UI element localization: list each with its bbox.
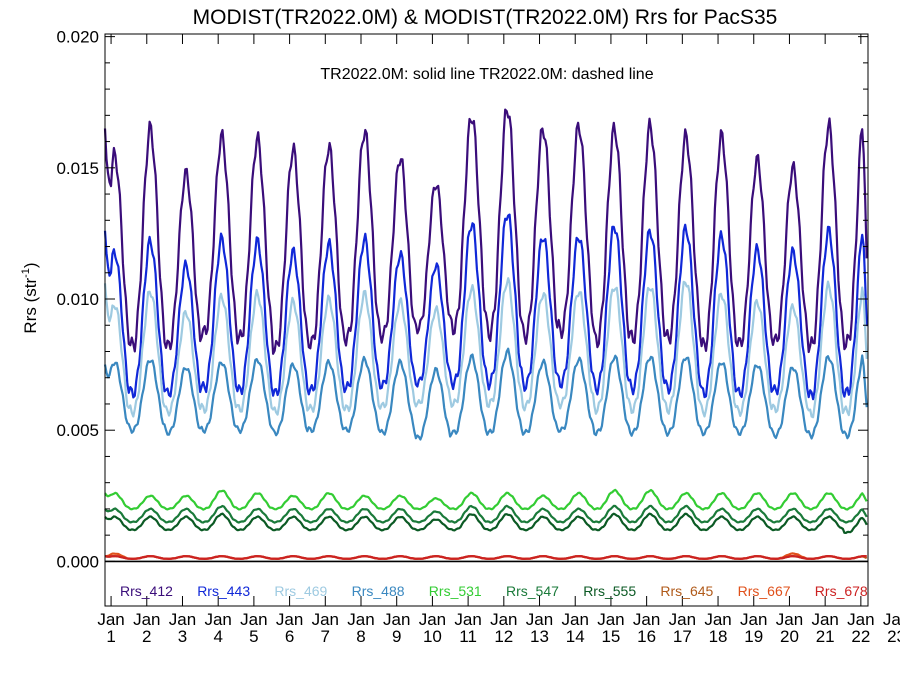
x-tick-label-month: Jan bbox=[169, 610, 196, 629]
x-tick-label-month: Jan bbox=[133, 610, 160, 629]
x-tick-label-month: Jan bbox=[704, 610, 731, 629]
x-tick-label-month: Jan bbox=[419, 610, 446, 629]
series-line-rrs-547 bbox=[104, 504, 868, 524]
x-tick-label-month: Jan bbox=[776, 610, 803, 629]
series-line-rrs-531 bbox=[104, 488, 868, 511]
legend: Rrs_412 Rrs_443 Rrs_469 Rrs_488 Rrs_531 Rrs_5… bbox=[120, 583, 868, 599]
plot-frame bbox=[104, 33, 869, 607]
x-ticks: Jan1Jan2Jan3Jan4Jan5Jan6Jan7Jan8Jan9Jan1… bbox=[97, 34, 900, 646]
x-tick-label-month: Jan bbox=[847, 610, 874, 629]
x-tick-label-year: 16 bbox=[637, 627, 656, 646]
series-line-rrs-555 bbox=[104, 512, 868, 534]
legend-item-rrs-547: Rrs_547 bbox=[506, 583, 559, 599]
x-tick-label-year: 8 bbox=[356, 627, 365, 646]
y-tick-label: 0.005 bbox=[56, 421, 99, 440]
legend-item-rrs-678: Rrs_678 bbox=[815, 583, 868, 599]
x-tick-label-month: Jan bbox=[490, 610, 517, 629]
series-line-rrs-412 bbox=[103, 108, 868, 355]
plot-area bbox=[103, 108, 868, 563]
y-axis-label-main: Rrs (str bbox=[21, 278, 40, 334]
x-tick-label-year: 5 bbox=[249, 627, 258, 646]
x-tick-label-month: Jan bbox=[383, 610, 410, 629]
x-tick-label-year: 3 bbox=[178, 627, 187, 646]
y-tick-label: 0.010 bbox=[56, 290, 99, 309]
legend-item-rrs-443: Rrs_443 bbox=[197, 583, 250, 599]
series-line-rrs-469 bbox=[103, 277, 868, 419]
x-tick-label-year: 17 bbox=[673, 627, 692, 646]
x-tick-label-year: 19 bbox=[744, 627, 763, 646]
x-tick-label-month: Jan bbox=[312, 610, 339, 629]
y-tick-label: 0.015 bbox=[56, 159, 99, 178]
legend-item-rrs-412: Rrs_412 bbox=[120, 583, 173, 599]
x-tick-label-year: 21 bbox=[816, 627, 835, 646]
x-tick-label-year: 18 bbox=[709, 627, 728, 646]
y-tick-label: 0.020 bbox=[56, 28, 99, 47]
x-tick-label-month: Jan bbox=[347, 610, 374, 629]
y-tick-label: 0.000 bbox=[56, 552, 99, 571]
x-tick-label-month: Jan bbox=[811, 610, 838, 629]
x-tick-label-month: Jan bbox=[454, 610, 481, 629]
x-tick-label-year: 13 bbox=[530, 627, 549, 646]
series-line-rrs-443 bbox=[103, 213, 868, 401]
y-ticks: 0.000 0.005 0.010 0.015 0.020 bbox=[56, 28, 868, 571]
x-tick-label-month: Jan bbox=[669, 610, 696, 629]
x-tick-label-year: 6 bbox=[285, 627, 294, 646]
x-tick-label-month: Jan bbox=[526, 610, 553, 629]
x-tick-label-year: 12 bbox=[494, 627, 513, 646]
y-axis-label-sup: -1 bbox=[20, 268, 32, 278]
y-axis-label: Rrs (str-1) bbox=[20, 262, 40, 333]
legend-item-rrs-531: Rrs_531 bbox=[429, 583, 482, 599]
x-tick-label-month: Jan bbox=[633, 610, 660, 629]
legend-item-rrs-645: Rrs_645 bbox=[660, 583, 713, 599]
x-tick-label-year: 11 bbox=[459, 627, 477, 646]
series-line-rrs-678 bbox=[104, 555, 867, 560]
x-tick-label-month: Jan bbox=[276, 610, 303, 629]
legend-item-rrs-469: Rrs_469 bbox=[274, 583, 327, 599]
x-tick-label-year: 22 bbox=[851, 627, 870, 646]
y-axis-label-end: ) bbox=[21, 262, 40, 268]
x-tick-label-year: 9 bbox=[392, 627, 401, 646]
x-tick-label-year: 23 bbox=[887, 627, 900, 646]
legend-item-rrs-555: Rrs_555 bbox=[583, 583, 636, 599]
x-tick-label-month: Jan bbox=[740, 610, 767, 629]
x-tick-label-year: 2 bbox=[142, 627, 151, 646]
x-tick-label-year: 7 bbox=[321, 627, 330, 646]
chart-title: MODIST(TR2022.0M) & MODIST(TR2022.0M) Rr… bbox=[193, 6, 778, 29]
x-tick-label-month: Jan bbox=[204, 610, 231, 629]
series-line-rrs-488 bbox=[103, 347, 868, 441]
chart-subtitle: TR2022.0M: solid line TR2022.0M: dashed … bbox=[320, 66, 653, 83]
x-tick-label-year: 1 bbox=[106, 627, 115, 646]
x-tick-label-year: 4 bbox=[213, 627, 222, 646]
x-tick-label-year: 14 bbox=[566, 627, 585, 646]
x-tick-label-month: Jan bbox=[562, 610, 589, 629]
x-tick-label-month: Jan bbox=[97, 610, 124, 629]
x-tick-label-month: Jan bbox=[883, 610, 900, 629]
x-tick-label-month: Jan bbox=[240, 610, 267, 629]
x-tick-label-month: Jan bbox=[597, 610, 624, 629]
legend-item-rrs-667: Rrs_667 bbox=[738, 583, 791, 599]
legend-item-rrs-488: Rrs_488 bbox=[352, 583, 405, 599]
x-tick-label-year: 20 bbox=[780, 627, 799, 646]
x-tick-label-year: 15 bbox=[601, 627, 620, 646]
x-tick-label-year: 10 bbox=[423, 627, 442, 646]
